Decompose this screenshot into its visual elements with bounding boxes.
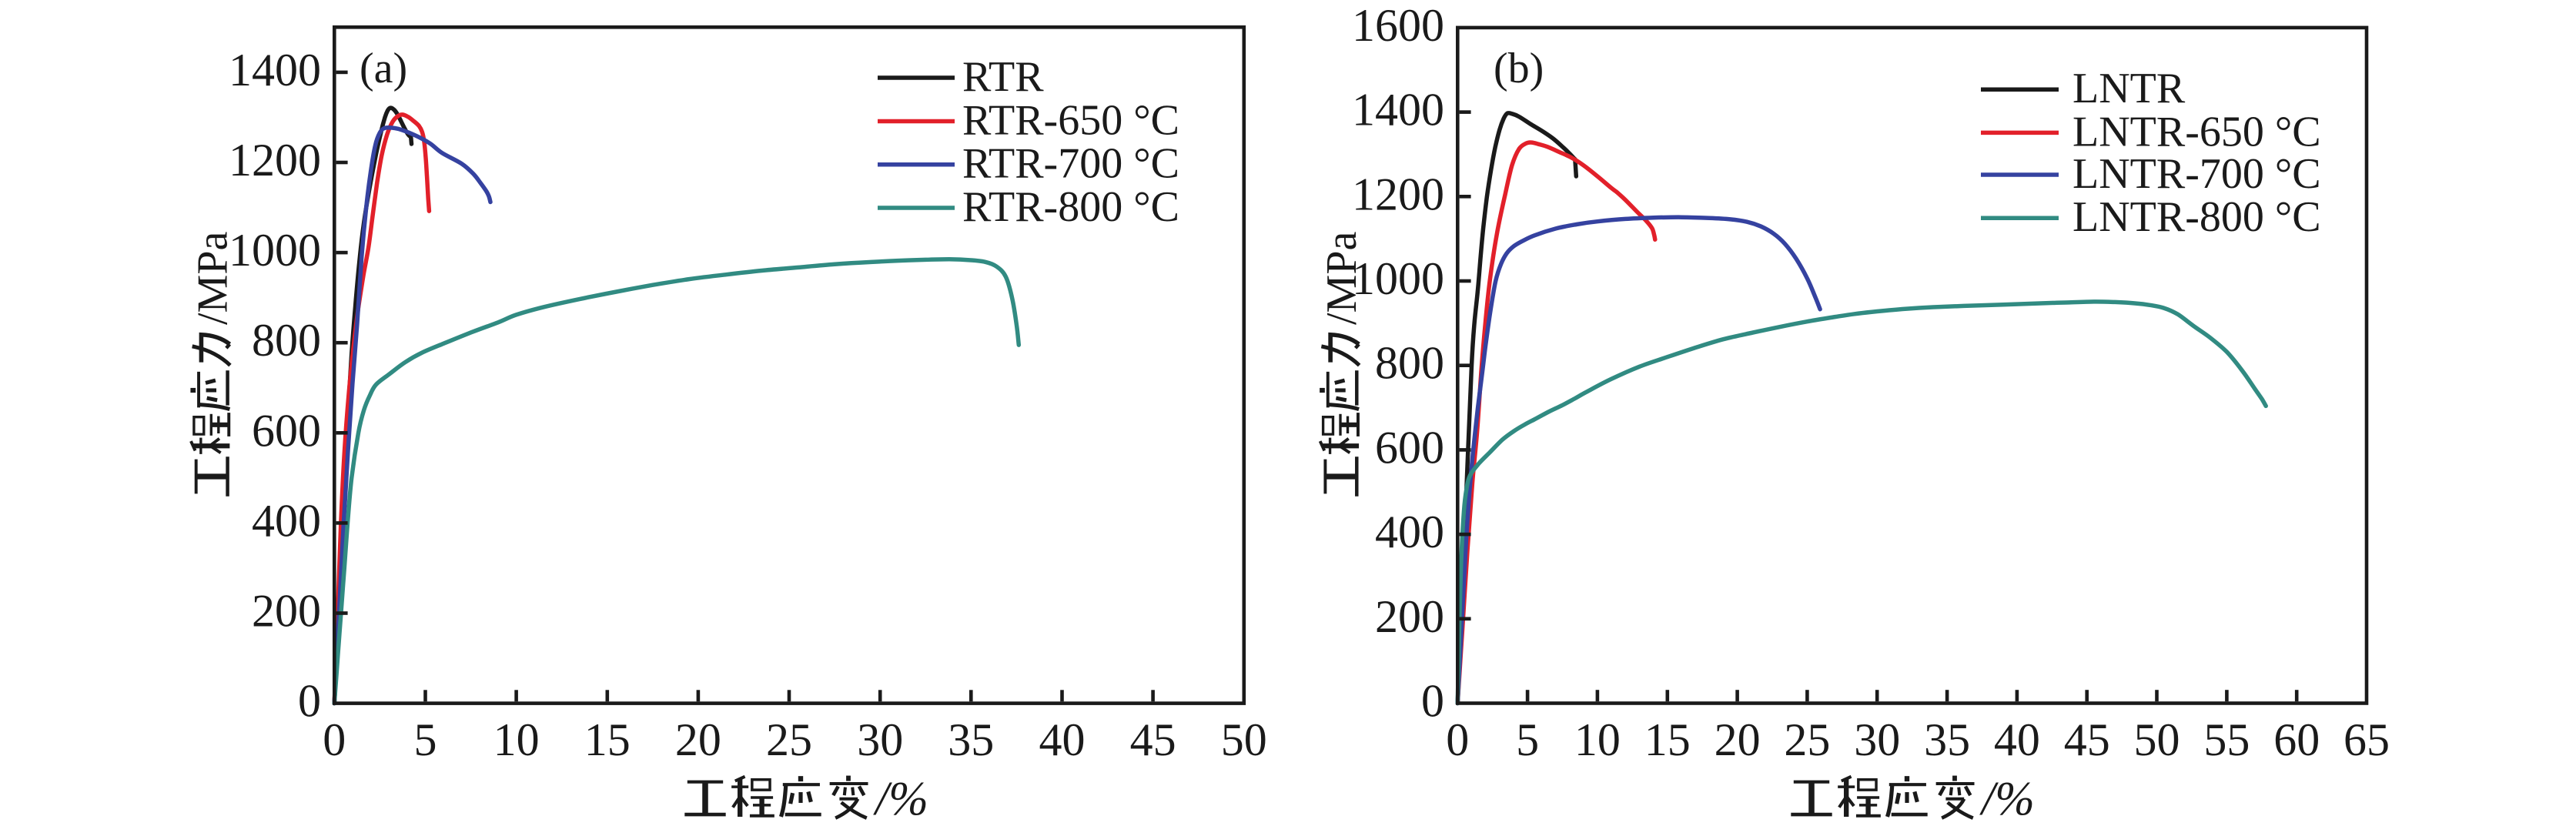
svg-text:35: 35 — [948, 714, 994, 765]
svg-text:1200: 1200 — [229, 135, 321, 186]
svg-text:45: 45 — [1130, 714, 1176, 765]
svg-text:RTR-650 °C: RTR-650 °C — [962, 97, 1179, 145]
svg-text:RTR-700 °C: RTR-700 °C — [962, 140, 1179, 188]
svg-text:800: 800 — [1375, 338, 1444, 389]
svg-text:20: 20 — [1715, 714, 1761, 765]
svg-text:1400: 1400 — [229, 45, 321, 95]
svg-text:RTR: RTR — [962, 53, 1044, 101]
svg-text:LNTR-700 °C: LNTR-700 °C — [2073, 150, 2321, 198]
svg-text:400: 400 — [1375, 507, 1444, 557]
svg-text:1400: 1400 — [1352, 85, 1444, 135]
svg-text:35: 35 — [1924, 714, 1970, 765]
svg-text:600: 600 — [1375, 422, 1444, 473]
svg-text:0: 0 — [1421, 676, 1444, 727]
svg-text:55: 55 — [2203, 714, 2250, 765]
svg-text:50: 50 — [1221, 714, 1267, 765]
svg-text:/MPa: /MPa — [189, 232, 236, 325]
svg-text:LNTR-800 °C: LNTR-800 °C — [2073, 193, 2321, 241]
svg-text:LNTR: LNTR — [2073, 65, 2186, 112]
svg-text:30: 30 — [857, 714, 903, 765]
svg-text:10: 10 — [1574, 714, 1621, 765]
svg-text:25: 25 — [766, 714, 812, 765]
svg-text:0: 0 — [323, 714, 346, 765]
svg-text:800: 800 — [252, 315, 321, 366]
svg-text:1600: 1600 — [1352, 0, 1444, 51]
svg-text:1000: 1000 — [1352, 253, 1444, 304]
svg-text:5: 5 — [1516, 714, 1539, 765]
svg-text:50: 50 — [2134, 714, 2180, 765]
svg-text:400: 400 — [252, 495, 321, 546]
svg-text:/%: /% — [1979, 773, 2035, 822]
svg-text:20: 20 — [675, 714, 721, 765]
svg-text:LNTR-650 °C: LNTR-650 °C — [2073, 108, 2321, 156]
svg-text:40: 40 — [1994, 714, 2040, 765]
svg-text:5: 5 — [414, 714, 437, 765]
svg-text:30: 30 — [1854, 714, 1900, 765]
svg-text:RTR-800 °C: RTR-800 °C — [962, 183, 1179, 231]
svg-text:45: 45 — [2064, 714, 2110, 765]
svg-text:0: 0 — [1446, 714, 1469, 765]
svg-text:15: 15 — [584, 714, 631, 765]
svg-text:65: 65 — [2343, 714, 2390, 765]
svg-text:(b): (b) — [1494, 45, 1544, 92]
svg-text:200: 200 — [1375, 591, 1444, 642]
svg-text:15: 15 — [1644, 714, 1691, 765]
svg-text:40: 40 — [1039, 714, 1086, 765]
svg-text:/MPa: /MPa — [1318, 232, 1366, 325]
svg-text:600: 600 — [252, 405, 321, 456]
svg-text:200: 200 — [252, 586, 321, 637]
svg-text:1200: 1200 — [1352, 169, 1444, 219]
svg-text:25: 25 — [1784, 714, 1830, 765]
svg-text:0: 0 — [298, 676, 321, 727]
svg-text:60: 60 — [2273, 714, 2320, 765]
svg-text:10: 10 — [493, 714, 540, 765]
svg-text:/%: /% — [873, 773, 928, 822]
svg-text:(a): (a) — [360, 45, 407, 92]
svg-text:1000: 1000 — [229, 225, 321, 276]
